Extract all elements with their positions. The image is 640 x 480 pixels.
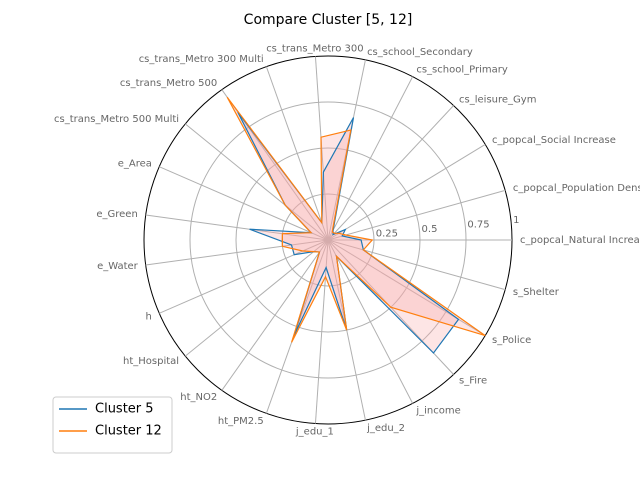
category-label: j_edu_1 — [295, 427, 334, 438]
legend-label: Cluster 5 — [95, 402, 154, 417]
legend-label: Cluster 12 — [95, 424, 162, 439]
spoke — [159, 166, 329, 241]
chart-title: Compare Cluster [5, 12] — [244, 12, 413, 28]
spoke — [314, 56, 329, 241]
spoke — [314, 239, 329, 424]
category-label: cs_trans_Metro 300 Multi — [139, 54, 264, 65]
spoke — [327, 76, 414, 241]
category-label: ht_Hospital — [123, 356, 179, 367]
spoke — [145, 214, 329, 241]
r-tick-label: 0.25 — [376, 228, 398, 239]
category-label: e_Green — [96, 209, 137, 220]
series-fill — [227, 97, 486, 343]
spoke — [159, 239, 329, 314]
spoke — [184, 123, 329, 241]
category-label: s_Fire — [459, 375, 487, 386]
category-label: e_Water — [97, 261, 139, 272]
category-label: e_Area — [118, 159, 152, 170]
category-label: s_Shelter — [513, 287, 560, 298]
category-label: h — [146, 311, 152, 322]
category-label: ht_NO2 — [180, 392, 217, 403]
spoke — [327, 143, 486, 241]
category-label: cs_school_Secondary — [367, 47, 473, 58]
category-label: c_popcal_Population Density — [513, 183, 640, 194]
spoke — [327, 239, 506, 291]
series-line — [237, 111, 460, 354]
category-label: j_edu_2 — [366, 423, 405, 434]
legend-box — [52, 396, 173, 454]
category-label: j_income — [415, 405, 460, 416]
category-label: cs_school_Primary — [416, 65, 507, 76]
category-label: c_popcal_Social Increase — [492, 135, 616, 146]
category-label: c_popcal_Natural Increase — [520, 235, 640, 246]
spoke — [145, 239, 329, 266]
spoke — [327, 105, 454, 241]
series-fill — [237, 112, 459, 353]
series-line — [226, 96, 486, 343]
r-tick-label: 0.75 — [467, 219, 489, 230]
spoke — [327, 239, 414, 404]
category-label: ht_PM2.5 — [218, 416, 264, 427]
spoke — [184, 239, 329, 357]
spoke — [327, 189, 506, 241]
r-tick-label: 0.5 — [422, 224, 438, 235]
r-tick-label: 1 — [513, 215, 519, 226]
category-label: cs_leisure_Gym — [459, 95, 536, 106]
category-label: cs_trans_Metro 500 Multi — [54, 114, 179, 125]
spoke — [265, 66, 329, 241]
category-label: s_Police — [492, 335, 531, 346]
category-label: cs_trans_Metro 500 — [120, 78, 217, 89]
spoke — [221, 239, 329, 391]
category-label: cs_trans_Metro 300 — [266, 43, 363, 54]
